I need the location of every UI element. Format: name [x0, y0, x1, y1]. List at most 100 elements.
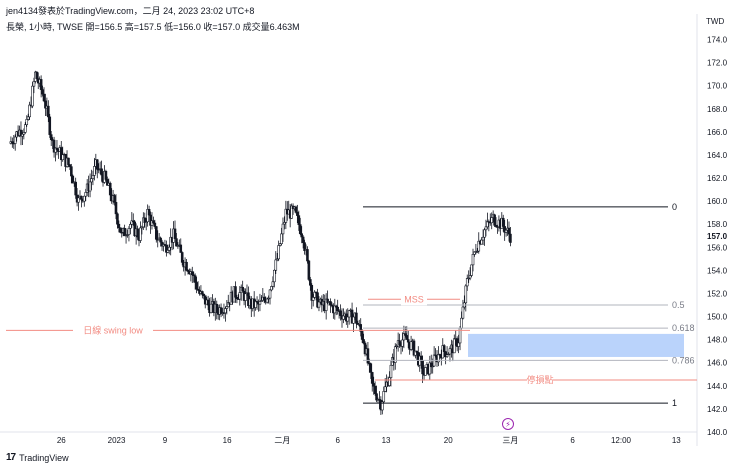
candle-body[interactable] [241, 286, 244, 292]
candle-body[interactable] [406, 339, 410, 343]
candle-body[interactable] [486, 221, 489, 228]
candle-body[interactable] [294, 206, 298, 213]
candle-body[interactable] [127, 227, 131, 235]
candle-body[interactable] [126, 234, 129, 236]
candle-body[interactable] [476, 250, 479, 253]
candle-body[interactable] [165, 244, 168, 253]
candle-body[interactable] [139, 227, 142, 241]
candle-body[interactable] [202, 293, 206, 296]
candle-body[interactable] [509, 233, 512, 243]
candle-body[interactable] [131, 220, 135, 223]
candle-body[interactable] [52, 139, 56, 153]
candle-body[interactable] [298, 224, 302, 234]
candle-body[interactable] [393, 346, 397, 363]
candle-body[interactable] [154, 226, 158, 240]
candle-body[interactable] [507, 227, 511, 235]
candle-body[interactable] [297, 215, 301, 225]
candle-body[interactable] [278, 243, 282, 246]
candle-body[interactable] [461, 306, 465, 319]
candle-body[interactable] [123, 228, 126, 237]
candle-body[interactable] [360, 331, 364, 340]
candle-body[interactable] [234, 286, 237, 298]
candle-body[interactable] [329, 301, 332, 306]
candle-body[interactable] [275, 258, 279, 261]
candle-body[interactable] [480, 239, 483, 245]
candle-body[interactable] [274, 259, 278, 271]
candle-body[interactable] [503, 226, 506, 233]
candle-body[interactable] [61, 154, 65, 161]
candle-body[interactable] [333, 305, 337, 314]
candle-body[interactable] [201, 291, 204, 295]
candle-body[interactable] [143, 217, 147, 223]
candle-body[interactable] [74, 181, 77, 196]
candle-body[interactable] [41, 89, 44, 95]
candle-body[interactable] [23, 124, 27, 133]
candle-body[interactable] [255, 301, 259, 303]
candle-body[interactable] [153, 222, 157, 227]
candle-body[interactable] [455, 338, 459, 347]
candle-body[interactable] [271, 281, 275, 287]
candle-body[interactable] [431, 365, 434, 368]
candle-body[interactable] [19, 129, 23, 137]
candle-body[interactable] [117, 223, 121, 228]
candle-body[interactable] [268, 289, 272, 299]
candle-body[interactable] [119, 227, 122, 233]
candle-body[interactable] [352, 316, 355, 324]
candle-body[interactable] [120, 232, 124, 234]
candle-body[interactable] [179, 244, 183, 253]
candle-body[interactable] [13, 136, 17, 144]
candle-body[interactable] [383, 386, 387, 392]
candle-body[interactable] [149, 214, 152, 226]
candle-body[interactable] [192, 274, 196, 277]
candle-body[interactable] [395, 345, 399, 348]
candle-body[interactable] [196, 288, 200, 291]
candle-body[interactable] [375, 393, 378, 401]
candle-body[interactable] [159, 237, 162, 243]
candle-body[interactable] [470, 264, 473, 276]
candle-body[interactable] [452, 338, 456, 354]
candle-body[interactable] [414, 350, 417, 356]
candle-body[interactable] [404, 333, 407, 336]
candle-body[interactable] [193, 275, 197, 283]
candle-body[interactable] [130, 220, 134, 225]
candle-body[interactable] [186, 270, 190, 272]
candle-body[interactable] [334, 305, 338, 308]
candle-body[interactable] [350, 309, 354, 324]
candle-body[interactable] [355, 312, 358, 324]
candle-body[interactable] [100, 168, 103, 176]
candle-body[interactable] [464, 285, 468, 304]
candle-body[interactable] [67, 157, 70, 165]
candle-body[interactable] [91, 175, 95, 179]
candle-body[interactable] [494, 224, 498, 227]
candle-body[interactable] [313, 291, 316, 298]
candle-body[interactable] [301, 236, 305, 243]
candle-body[interactable] [373, 385, 377, 394]
candle-body[interactable] [483, 229, 486, 238]
candle-body[interactable] [316, 292, 319, 308]
candle-body[interactable] [303, 242, 306, 251]
candle-body[interactable] [167, 246, 171, 251]
candle-body[interactable] [424, 367, 427, 376]
candle-body[interactable] [307, 260, 311, 280]
candle-body[interactable] [445, 354, 449, 357]
candle-body[interactable] [370, 372, 374, 384]
candle-body[interactable] [258, 301, 262, 305]
candle-body[interactable] [457, 342, 460, 347]
candle-body[interactable] [225, 306, 229, 309]
candle-body[interactable] [146, 209, 149, 223]
candle-body[interactable] [336, 306, 339, 312]
candle-body[interactable] [26, 116, 30, 120]
candle-body[interactable] [429, 362, 433, 368]
candle-body[interactable] [366, 348, 370, 364]
candle-body[interactable] [136, 228, 139, 238]
candle-body[interactable] [260, 300, 263, 302]
candle-body[interactable] [254, 301, 257, 308]
candle-body[interactable] [93, 166, 96, 176]
candle-body[interactable] [444, 351, 447, 357]
candle-body[interactable] [68, 164, 72, 167]
candle-body[interactable] [267, 297, 270, 300]
candle-body[interactable] [300, 233, 303, 238]
candle-body[interactable] [11, 141, 14, 144]
candle-body[interactable] [317, 301, 321, 308]
candle-body[interactable] [106, 179, 109, 186]
